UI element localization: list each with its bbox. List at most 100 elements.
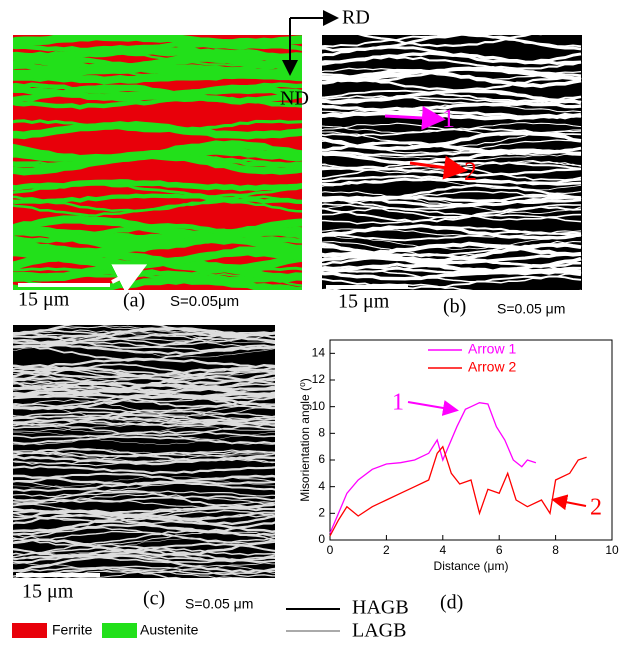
band <box>13 56 302 78</box>
panel-label: (a) <box>123 290 145 312</box>
y-tick-label: 12 <box>312 372 326 386</box>
band <box>13 410 275 419</box>
y-axis-label: Misorientation angle (⁰) <box>298 378 312 502</box>
legend-label: Ferrite <box>52 622 93 638</box>
band <box>13 529 275 546</box>
series-line <box>329 402 537 534</box>
band <box>13 376 275 393</box>
legend-label: LAGB <box>352 620 406 642</box>
x-tick-label: 2 <box>383 543 390 557</box>
band <box>13 554 275 564</box>
band <box>13 435 275 445</box>
band <box>322 68 582 89</box>
band <box>322 89 582 103</box>
band <box>13 388 275 404</box>
band <box>13 480 275 492</box>
band <box>322 195 582 208</box>
y-tick-label: 8 <box>318 426 325 440</box>
band <box>13 42 302 53</box>
band <box>13 151 302 176</box>
band <box>13 399 275 417</box>
step-size: S=0.05μm <box>170 293 239 310</box>
band <box>13 326 275 345</box>
x-tick-label: 6 <box>496 543 503 557</box>
panel-label: (c) <box>143 588 165 610</box>
band <box>13 431 275 446</box>
scale-label: 15 μm <box>22 581 74 603</box>
band <box>13 179 302 192</box>
band <box>13 55 302 74</box>
band <box>322 35 582 48</box>
band <box>322 228 582 238</box>
y-tick-label: 0 <box>318 532 325 546</box>
direction-label: ND <box>280 88 309 110</box>
band <box>13 538 275 555</box>
band <box>13 366 275 377</box>
band <box>13 423 275 432</box>
band <box>13 344 275 362</box>
band <box>13 47 302 62</box>
band <box>13 195 302 213</box>
band <box>13 545 275 556</box>
band <box>13 332 275 345</box>
panel-label: (b) <box>443 296 466 318</box>
band <box>13 507 275 515</box>
band <box>13 474 275 487</box>
band <box>322 140 582 155</box>
band <box>13 276 302 290</box>
y-tick-label: 2 <box>318 506 325 520</box>
band <box>13 331 275 349</box>
band <box>322 55 582 70</box>
band <box>322 177 582 186</box>
band <box>13 383 275 398</box>
band <box>13 542 275 558</box>
band <box>322 242 582 263</box>
band <box>13 449 275 457</box>
panel-label: (d) <box>440 592 463 614</box>
y-tick-label: 6 <box>318 452 325 466</box>
y-tick-label: 10 <box>312 399 326 413</box>
arrow <box>409 155 468 180</box>
austenite-bands <box>13 35 302 290</box>
band <box>13 402 275 413</box>
band <box>13 193 302 205</box>
band <box>322 141 582 156</box>
band <box>13 367 275 383</box>
band <box>13 226 302 252</box>
band <box>13 63 302 79</box>
band <box>13 404 275 423</box>
band <box>13 447 275 462</box>
band <box>13 421 275 435</box>
arrow <box>111 264 148 294</box>
band <box>13 489 275 509</box>
band <box>13 415 275 426</box>
annotation: 1 <box>392 390 404 416</box>
band <box>322 270 582 284</box>
band <box>322 268 582 281</box>
band <box>13 566 275 575</box>
band <box>13 182 302 198</box>
band <box>13 493 275 504</box>
boundary-bands <box>13 325 275 578</box>
band <box>322 203 582 219</box>
band <box>13 268 302 284</box>
band <box>13 411 275 422</box>
annotation-arrow <box>407 400 459 416</box>
band <box>322 252 582 265</box>
direction-label: RD <box>342 7 370 29</box>
band <box>322 275 582 290</box>
band <box>13 430 275 439</box>
scale-label: 15 μm <box>18 289 70 311</box>
band <box>322 207 582 221</box>
band <box>322 67 582 81</box>
band <box>322 196 582 214</box>
band <box>348 35 543 48</box>
band <box>13 509 275 526</box>
band <box>13 333 275 342</box>
plot-frame <box>329 339 613 541</box>
band <box>13 565 275 578</box>
band <box>13 416 275 426</box>
band <box>13 465 275 475</box>
legend-swatch <box>102 623 137 638</box>
